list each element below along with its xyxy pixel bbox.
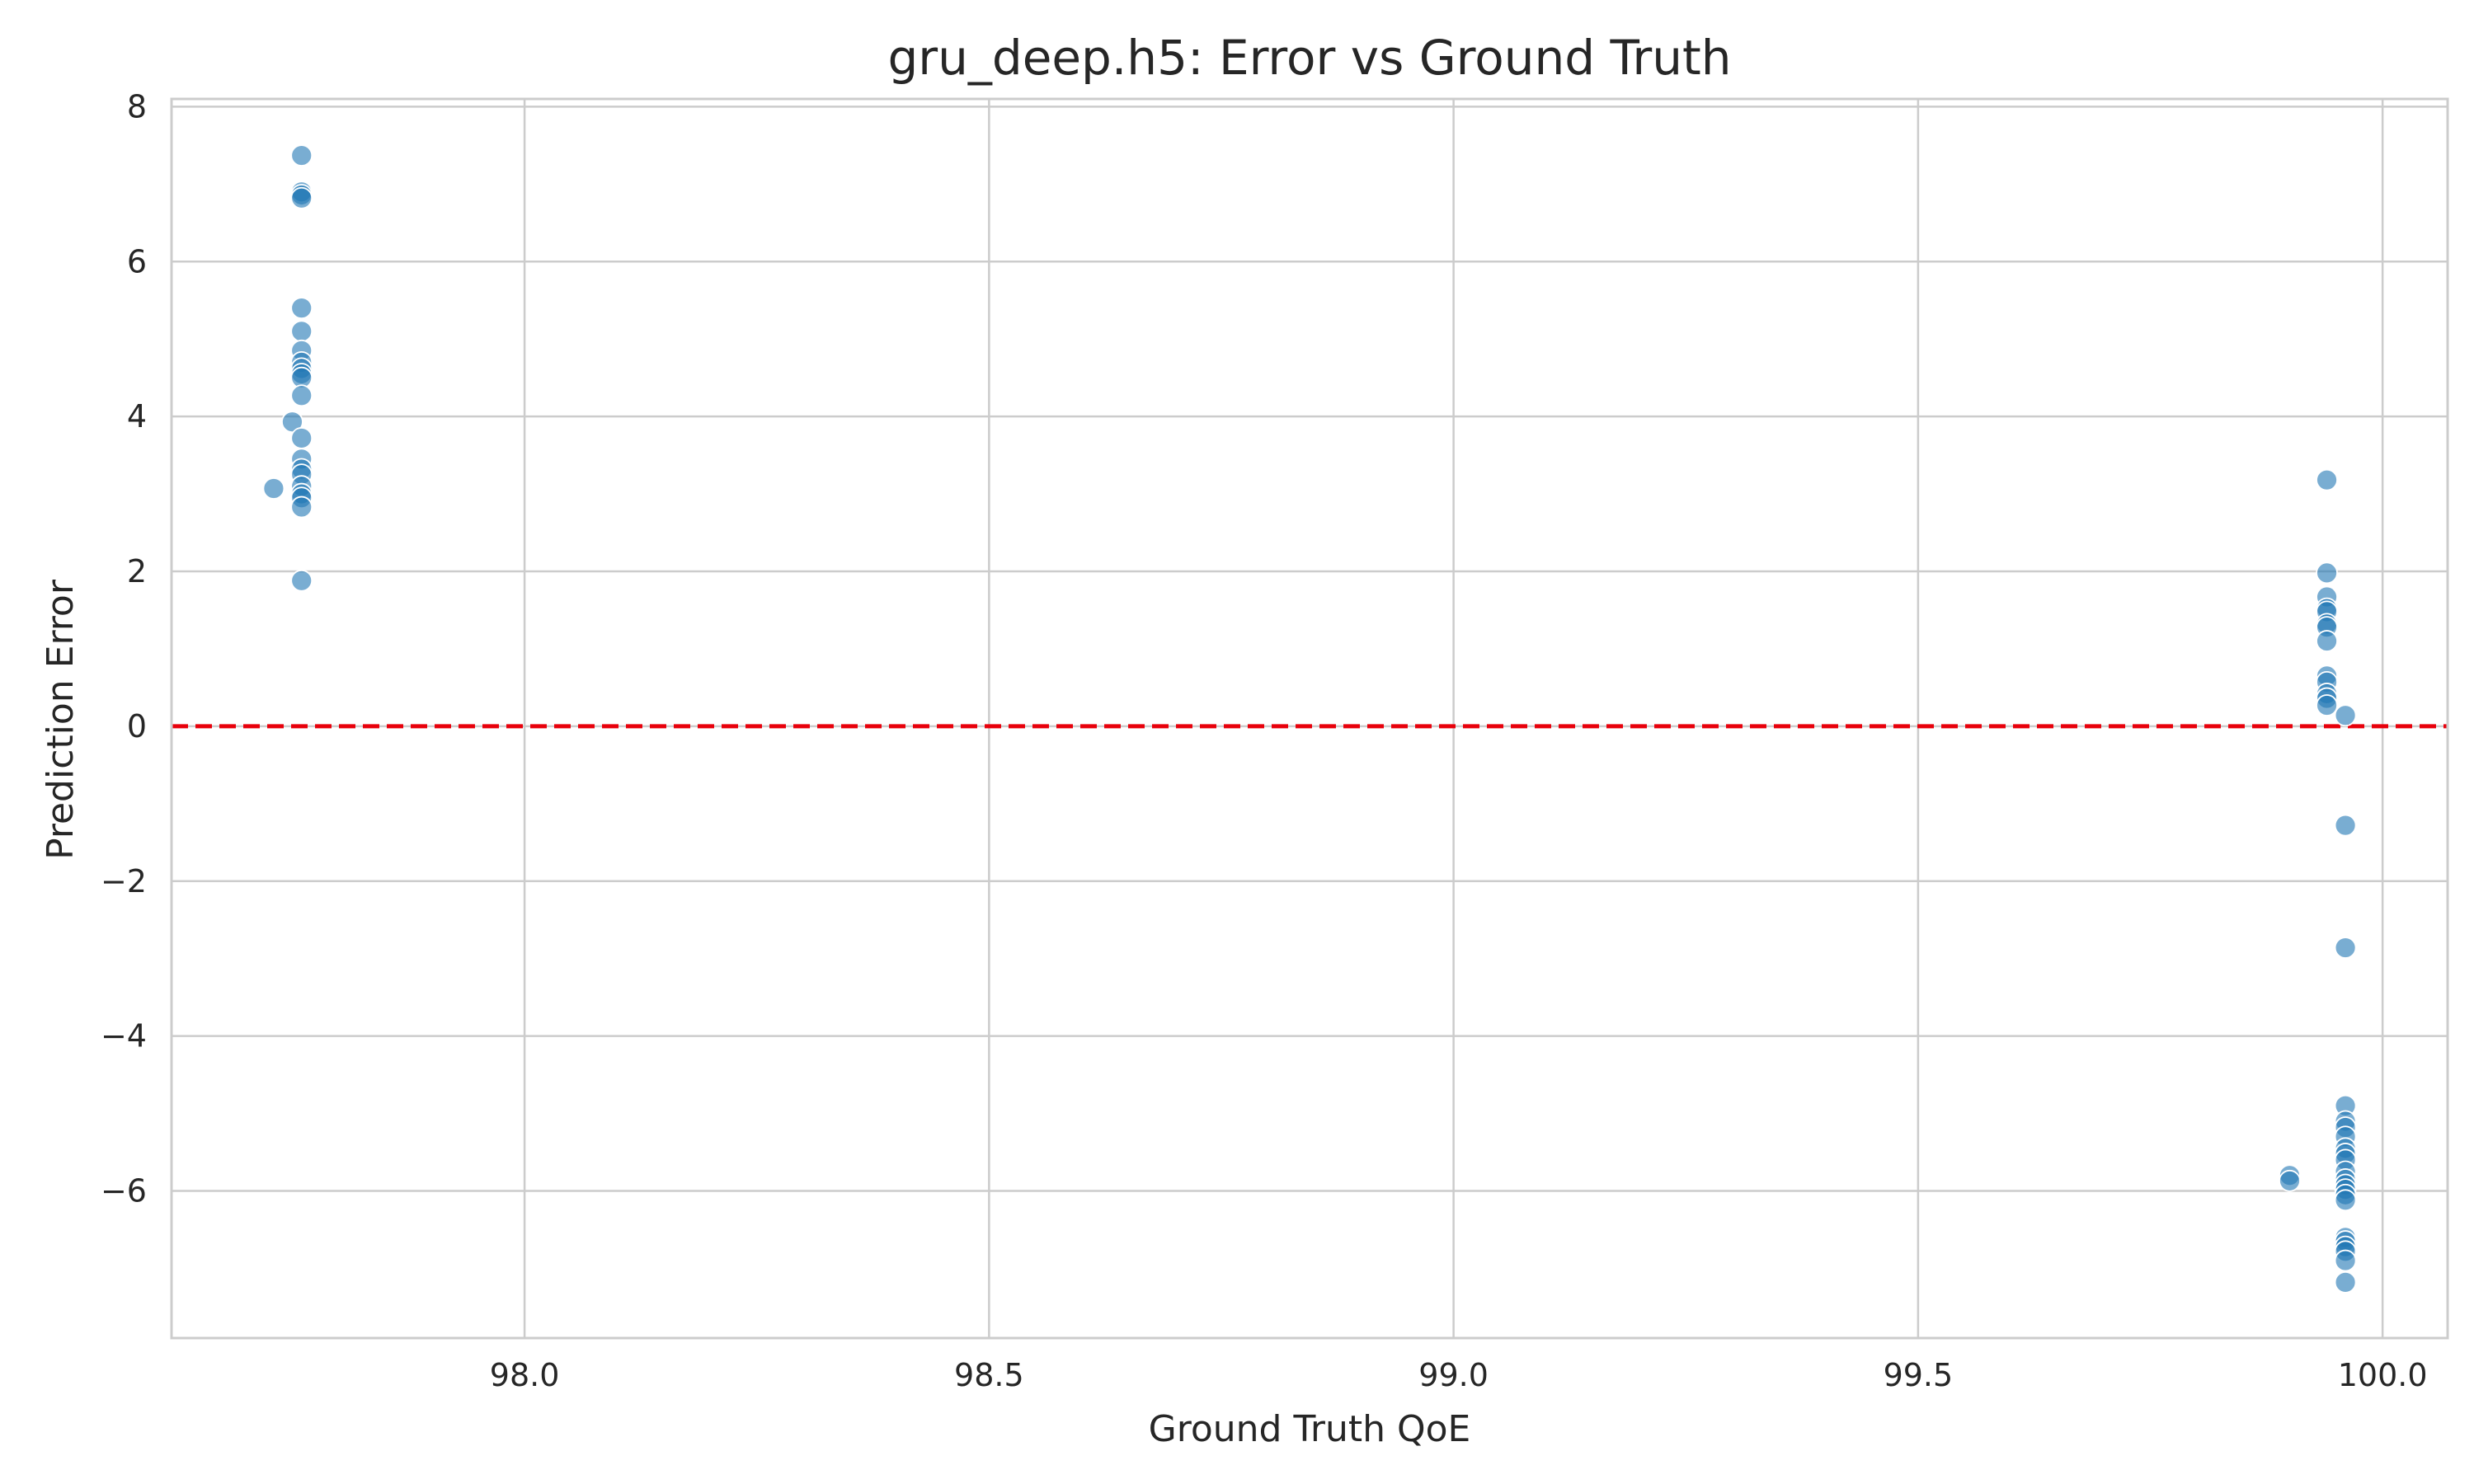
y-tick-label: 8 xyxy=(127,88,147,124)
y-tick-label: 4 xyxy=(127,398,147,434)
scatter-point xyxy=(2316,694,2338,716)
scatter-point xyxy=(290,427,313,449)
scatter-point xyxy=(2334,1270,2357,1294)
scatter-point xyxy=(290,186,313,209)
tick-label-layer: 98.0 98.5 99.0 99.5 100.0 −6 −4 −2 0 2 4 6 8 xyxy=(101,88,2428,1393)
y-tick-label: 0 xyxy=(127,708,147,744)
scatter-point xyxy=(290,384,313,407)
scatter-point xyxy=(2334,1189,2357,1212)
scatter-point xyxy=(2334,814,2357,837)
scatter-point xyxy=(2279,1169,2301,1192)
scatter-point xyxy=(2334,1249,2357,1272)
grid-layer xyxy=(172,99,2448,1338)
scatter-point xyxy=(262,477,285,500)
scatter-point xyxy=(2316,468,2338,491)
scatter-point xyxy=(2316,561,2338,585)
x-axis-label: Ground Truth QoE xyxy=(1149,1408,1471,1450)
scatter-point xyxy=(290,495,313,519)
x-tick-label: 100.0 xyxy=(2338,1357,2428,1393)
x-tick-label: 99.0 xyxy=(1418,1357,1489,1393)
x-tick-label: 98.0 xyxy=(490,1357,560,1393)
chart-title: gru_deep.h5: Error vs Ground Truth xyxy=(887,30,1731,86)
y-axis-label: Prediction Error xyxy=(40,579,82,860)
scatter-point xyxy=(290,320,313,343)
scatter-point xyxy=(2334,704,2357,727)
scatter-point xyxy=(290,569,313,592)
scatter-point xyxy=(2316,630,2338,652)
y-tick-label: 2 xyxy=(127,553,147,589)
scatter-point xyxy=(290,144,313,167)
scatter-point xyxy=(290,297,313,320)
x-tick-label: 98.5 xyxy=(954,1357,1024,1393)
points-layer xyxy=(262,144,2357,1294)
y-tick-label: −2 xyxy=(101,863,147,899)
y-tick-label: −6 xyxy=(101,1173,147,1209)
scatter-point xyxy=(2334,937,2357,959)
x-tick-label: 99.5 xyxy=(1884,1357,1954,1393)
y-tick-label: 6 xyxy=(127,243,147,279)
y-tick-label: −4 xyxy=(101,1018,147,1054)
plot-frame xyxy=(170,97,2449,1340)
